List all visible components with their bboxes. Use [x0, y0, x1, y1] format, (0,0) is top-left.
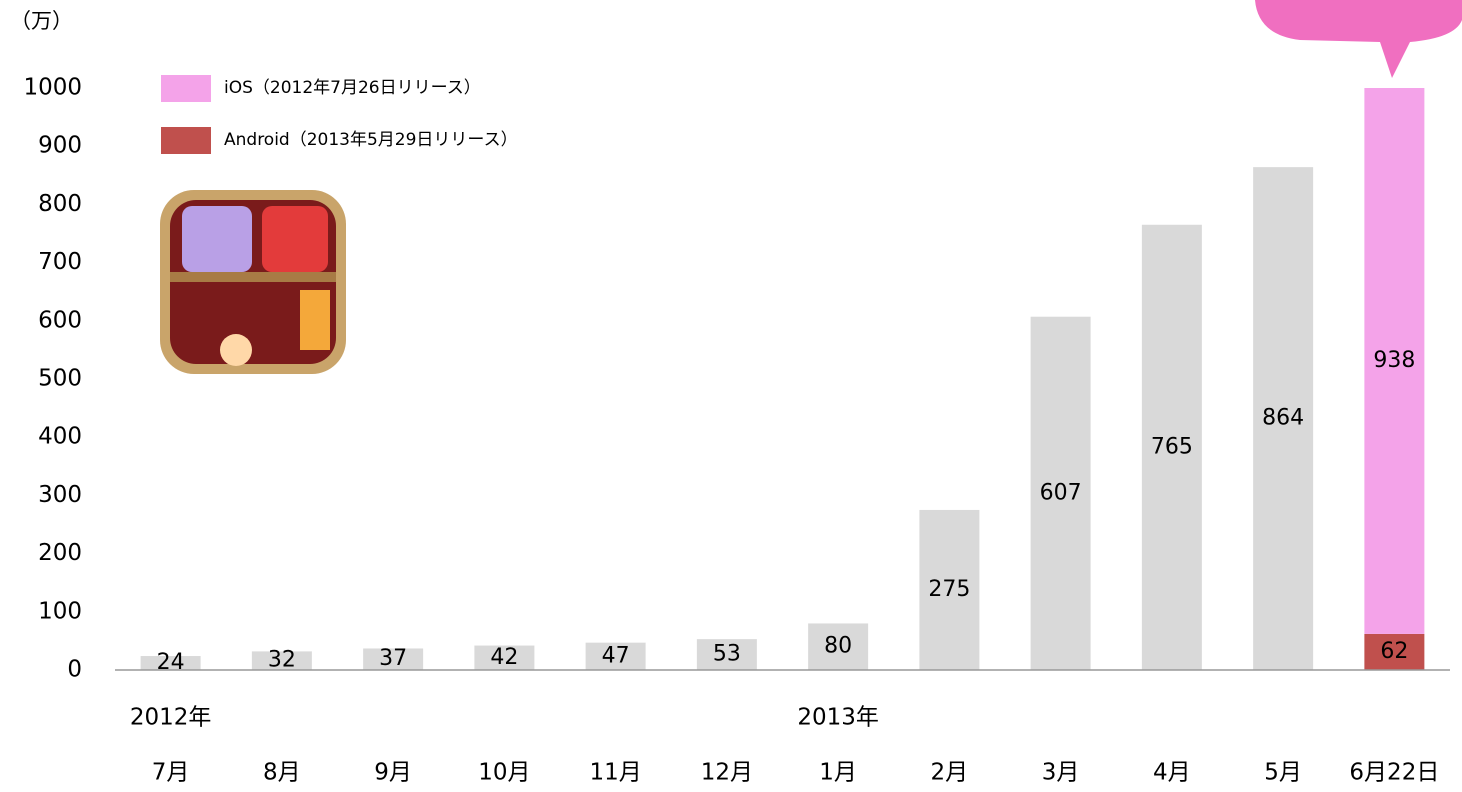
y-tick-label: 500: [38, 366, 82, 392]
value-label: 864: [1262, 406, 1304, 431]
x-tick-label: 12月: [701, 760, 753, 786]
x-tick-label: 7月: [152, 760, 190, 786]
y-tick-label: 100: [38, 598, 82, 624]
legend-swatch: [161, 75, 211, 102]
app-icon: [160, 190, 346, 374]
speech-bubble: [1255, 0, 1462, 78]
x-year-label: 2013年: [797, 705, 879, 731]
page: {"chart_data": {"type": "bar", "y_unit":…: [0, 0, 1462, 792]
x-tick-label: 8月: [263, 760, 301, 786]
y-tick-label: 700: [38, 249, 82, 275]
y-unit: （万）: [10, 9, 73, 33]
value-label: 62: [1380, 639, 1408, 664]
chart: （万） 0 100 200 300 400 500 600 700 800 900 1000 iOS（…: [0, 0, 1462, 792]
value-label: 607: [1040, 480, 1082, 505]
value-label: 32: [268, 648, 296, 673]
value-label: 42: [490, 645, 518, 670]
y-tick-label: 300: [38, 482, 82, 508]
value-label: 37: [379, 646, 407, 671]
x-tick-label: 3月: [1042, 760, 1080, 786]
value-label: 80: [824, 634, 852, 659]
x-tick-label: 6月22日: [1349, 760, 1439, 786]
value-label: 938: [1373, 348, 1415, 373]
x-tick-label: 1月: [819, 760, 857, 786]
y-tick-label: 400: [38, 424, 82, 450]
y-tick-label: 0: [67, 657, 82, 683]
y-tick-label: 1000: [23, 75, 82, 101]
value-label: 24: [157, 650, 185, 675]
y-tick-label: 200: [38, 540, 82, 566]
x-tick-label: 9月: [374, 760, 412, 786]
y-tick-label: 900: [38, 133, 82, 159]
y-tick-label: 600: [38, 307, 82, 333]
value-label: 53: [713, 642, 741, 667]
legend-label: iOS（2012年7月26日リリース）: [224, 78, 481, 98]
x-tick-label: 5月: [1264, 760, 1302, 786]
x-tick-label: 4月: [1153, 760, 1191, 786]
value-label: 275: [928, 577, 970, 602]
x-tick-label: 11月: [589, 760, 641, 786]
x-year-label: 2012年: [130, 705, 212, 731]
legend-label: Android（2013年5月29日リリース）: [224, 130, 518, 150]
y-tick-label: 800: [38, 191, 82, 217]
x-tick-label: 10月: [478, 760, 530, 786]
value-label: 765: [1151, 434, 1193, 459]
x-tick-label: 2月: [931, 760, 969, 786]
legend-swatch: [161, 127, 211, 154]
value-label: 47: [602, 643, 630, 668]
